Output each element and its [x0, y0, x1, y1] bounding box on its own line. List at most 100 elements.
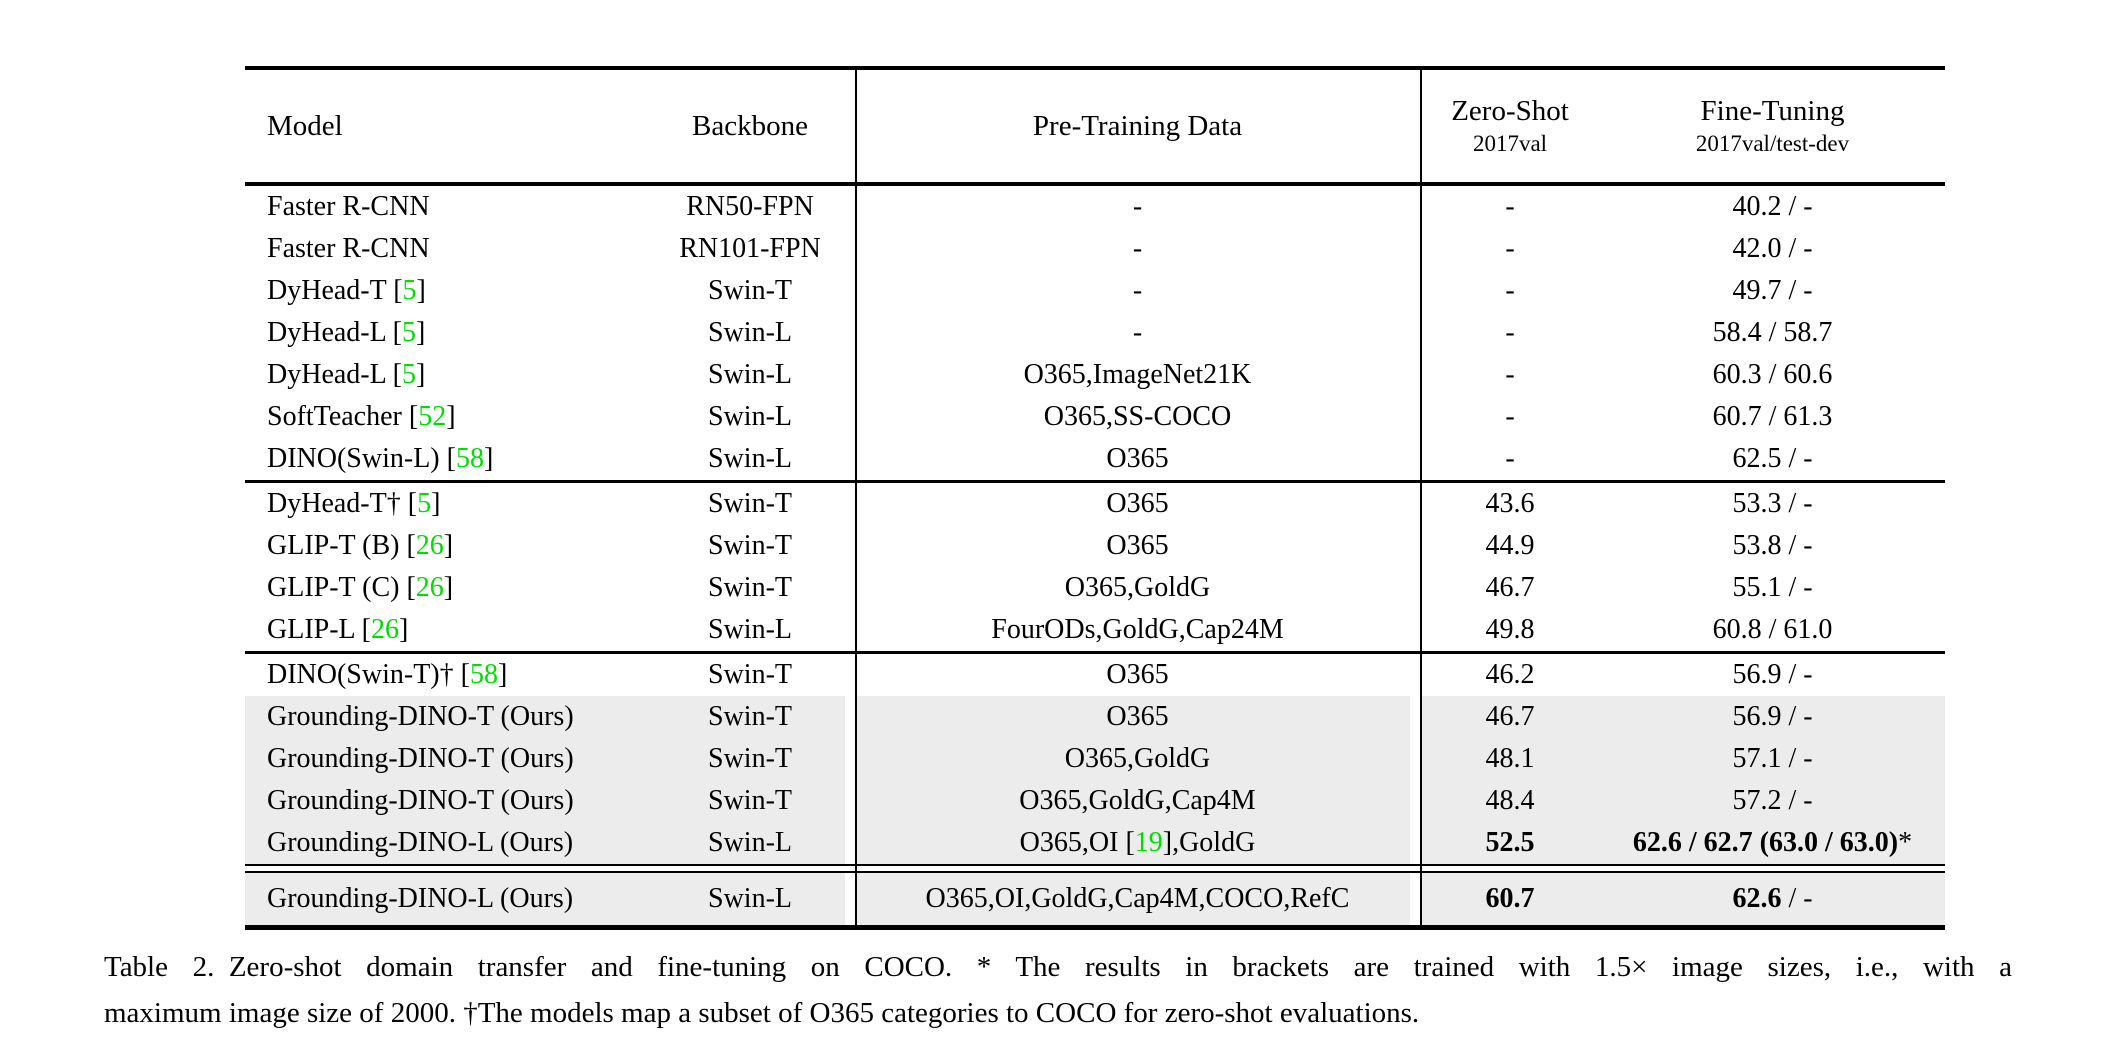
table-row: Faster R-CNN RN50-FPN - - 40.2 / -	[245, 186, 1945, 228]
text-segment: 57.1 / -	[1732, 743, 1813, 774]
table-bottom-rule	[245, 925, 1945, 930]
text-segment: DINO(Swin-L) [	[267, 443, 456, 474]
text-segment: O365,OI [	[1019, 827, 1135, 858]
text-segment: Grounding-DINO-T (Ours)	[267, 743, 574, 774]
text-segment: *	[1898, 827, 1913, 858]
text-segment: O365	[1106, 488, 1169, 519]
finetune-cell: 60.7 / 61.3	[1600, 401, 1945, 433]
text-segment: DyHead-T† [	[267, 488, 418, 519]
pretrain-cell: FourODs,GoldG,Cap24M	[855, 614, 1420, 646]
zeroshot-cell: -	[1505, 275, 1515, 306]
text-segment: 56.9 / -	[1732, 701, 1813, 732]
text-segment: O365	[1106, 530, 1169, 561]
table-row: Grounding-DINO-T (Ours) Swin-T O365,GoldG 4…	[245, 738, 1945, 780]
text-segment: ]	[431, 488, 441, 519]
finetune-cell: 53.8 / -	[1600, 530, 1945, 562]
pretrain-cell: O365,SS-COCO	[855, 401, 1420, 433]
text-segment: O365	[1106, 659, 1169, 690]
text-segment: 42.0 / -	[1732, 233, 1813, 264]
zeroshot-cell: 44.9	[1485, 530, 1535, 561]
table-row: DINO(Swin-T)† [58] Swin-T O365 46.2 56.9 / -	[245, 654, 1945, 696]
text-segment: -	[1132, 233, 1143, 264]
text-segment: GLIP-T (B) [	[267, 530, 416, 561]
table-row: GLIP-T (B) [26] Swin-T O365 44.9 53.8 / -	[245, 525, 1945, 567]
table-row: Grounding-DINO-T (Ours) Swin-T O365,GoldG,…	[245, 780, 1945, 822]
pretrain-cell: -	[855, 233, 1420, 265]
text-segment: -	[1132, 317, 1143, 348]
zeroshot-cell: 46.7	[1485, 572, 1535, 603]
model-cell: Grounding-DINO-L (Ours)	[245, 883, 645, 915]
column-divider-1	[855, 66, 857, 930]
pretrain-cell: O365	[855, 530, 1420, 562]
caption-line-1: Table 2. Zero-shot domain transfer and f…	[104, 951, 2012, 983]
text-segment: O365,SS-COCO	[1043, 401, 1232, 432]
citation-number: 5	[402, 275, 417, 306]
text-segment: SoftTeacher [	[267, 401, 419, 432]
zeroshot-cell: 52.5	[1485, 827, 1535, 858]
pretrain-cell: O365	[855, 701, 1420, 733]
finetune-cell: 62.5 / -	[1600, 443, 1945, 475]
column-header-finetune-title: Fine-Tuning	[1700, 95, 1845, 127]
column-header-zeroshot-subtitle: 2017val	[1472, 131, 1548, 156]
finetune-cell: 60.3 / 60.6	[1600, 359, 1945, 391]
text-segment: DyHead-L [	[267, 317, 403, 348]
text-segment: O365	[1106, 443, 1169, 474]
text-segment: DINO(Swin-T)† [	[267, 659, 470, 690]
model-cell: Faster R-CNN	[245, 191, 645, 223]
text-segment: 53.3 / -	[1732, 488, 1813, 519]
backbone-cell: Swin-L	[708, 317, 792, 348]
finetune-cell: 62.6 / 62.7 (63.0 / 63.0)*	[1600, 827, 1945, 859]
model-cell: DINO(Swin-L) [58]	[245, 443, 645, 475]
text-segment: Grounding-DINO-L (Ours)	[267, 883, 574, 914]
text-segment: ]	[446, 401, 456, 432]
zeroshot-cell: -	[1505, 401, 1515, 432]
citation-number: 52	[418, 401, 447, 432]
text-segment: O365,OI,GoldG,Cap4M,COCO,RefC	[925, 883, 1350, 914]
finetune-cell: 57.1 / -	[1600, 743, 1945, 775]
backbone-cell: RN101-FPN	[679, 233, 821, 264]
model-cell: DyHead-T† [5]	[245, 488, 645, 520]
text-segment: 53.8 / -	[1732, 530, 1813, 561]
column-header-zeroshot-title: Zero-Shot	[1451, 95, 1569, 127]
backbone-cell: Swin-T	[708, 785, 792, 816]
table-body: Faster R-CNN RN50-FPN - -40.2 / - Faster R-C…	[245, 186, 1945, 925]
finetune-cell: 60.8 / 61.0	[1600, 614, 1945, 646]
text-segment: Grounding-DINO-L (Ours)	[267, 827, 574, 858]
text-segment: 60.8 / 61.0	[1712, 614, 1833, 645]
text-segment: ]	[416, 359, 426, 390]
text-segment: O365,GoldG	[1064, 572, 1211, 603]
pretrain-cell: O365	[855, 443, 1420, 475]
zeroshot-cell: 46.2	[1485, 659, 1535, 690]
caption-line-2: maximum image size of 2000. †The models …	[104, 997, 1420, 1029]
column-header-model: Model	[267, 109, 343, 142]
pretrain-cell: -	[855, 275, 1420, 307]
finetune-cell: 58.4 / 58.7	[1600, 317, 1945, 349]
text-segment: 49.7 / -	[1732, 275, 1813, 306]
text-segment: Grounding-DINO-T (Ours)	[267, 785, 574, 816]
backbone-cell: RN50-FPN	[686, 191, 814, 222]
text-segment: O365,GoldG	[1064, 743, 1211, 774]
text-segment: DyHead-L [	[267, 359, 403, 390]
text-segment: 57.2 / -	[1732, 785, 1813, 816]
table-row: GLIP-T (C) [26] Swin-T O365,GoldG 46.7 55.1 …	[245, 567, 1945, 609]
column-header-finetune: Fine-Tuning 2017val/test-dev	[1600, 93, 1945, 159]
table-header-rule	[245, 182, 1945, 186]
table-row: Grounding-DINO-T (Ours) Swin-T O365 46.7 56.…	[245, 696, 1945, 738]
pretrain-cell: O365	[855, 659, 1420, 691]
pretrain-cell: -	[855, 317, 1420, 349]
finetune-cell: 53.3 / -	[1600, 488, 1945, 520]
citation-number: 5	[402, 359, 417, 390]
text-segment: FourODs,GoldG,Cap24M	[991, 614, 1284, 645]
model-cell: GLIP-T (C) [26]	[245, 572, 645, 604]
zeroshot-cell: -	[1505, 443, 1515, 474]
text-segment: Faster R-CNN	[267, 233, 430, 264]
pretrain-cell: O365,OI [19],GoldG	[855, 827, 1420, 859]
zeroshot-cell: 46.7	[1485, 701, 1535, 732]
column-divider-2	[1420, 66, 1422, 930]
table-row: DyHead-T [5] Swin-T - - 49.7 / -	[245, 270, 1945, 312]
pretrain-cell: O365	[855, 488, 1420, 520]
model-cell: SoftTeacher [52]	[245, 401, 645, 433]
column-header-backbone: Backbone	[692, 109, 808, 142]
zeroshot-cell: 49.8	[1485, 614, 1535, 645]
